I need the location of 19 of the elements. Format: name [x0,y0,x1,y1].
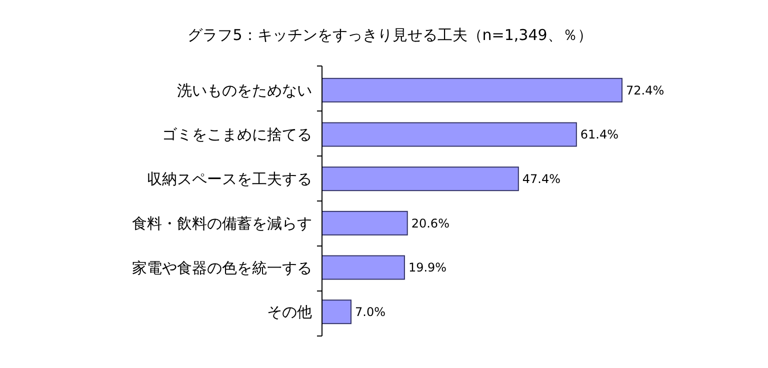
bar [322,255,405,280]
bar [322,122,577,147]
y-tick-label: その他 [267,303,312,322]
y-tick-label: 収納スペースを工夫する [147,170,312,188]
y-tick-label: 食料・飲料の備蓄を減らす [132,214,312,232]
data-label: 7.0% [355,305,386,320]
data-label: 47.4% [522,172,561,186]
bar [322,166,519,192]
data-label: 61.4% [580,128,619,142]
data-label: 19.9% [408,260,447,275]
y-tick-label: 洗いものをためない [177,81,312,100]
bar [322,78,622,102]
data-label: 20.6% [411,216,450,230]
bar [322,210,408,236]
bar [322,300,352,324]
chart-title: グラフ5：キッチンをすっきり見せる工夫（n=1,349、％） [188,26,592,44]
y-tick-label: ゴミをこまめに捨てる [162,126,312,144]
y-tick-label: 家電や食器の色を統一する [132,258,312,277]
data-label: 72.4% [626,83,664,98]
